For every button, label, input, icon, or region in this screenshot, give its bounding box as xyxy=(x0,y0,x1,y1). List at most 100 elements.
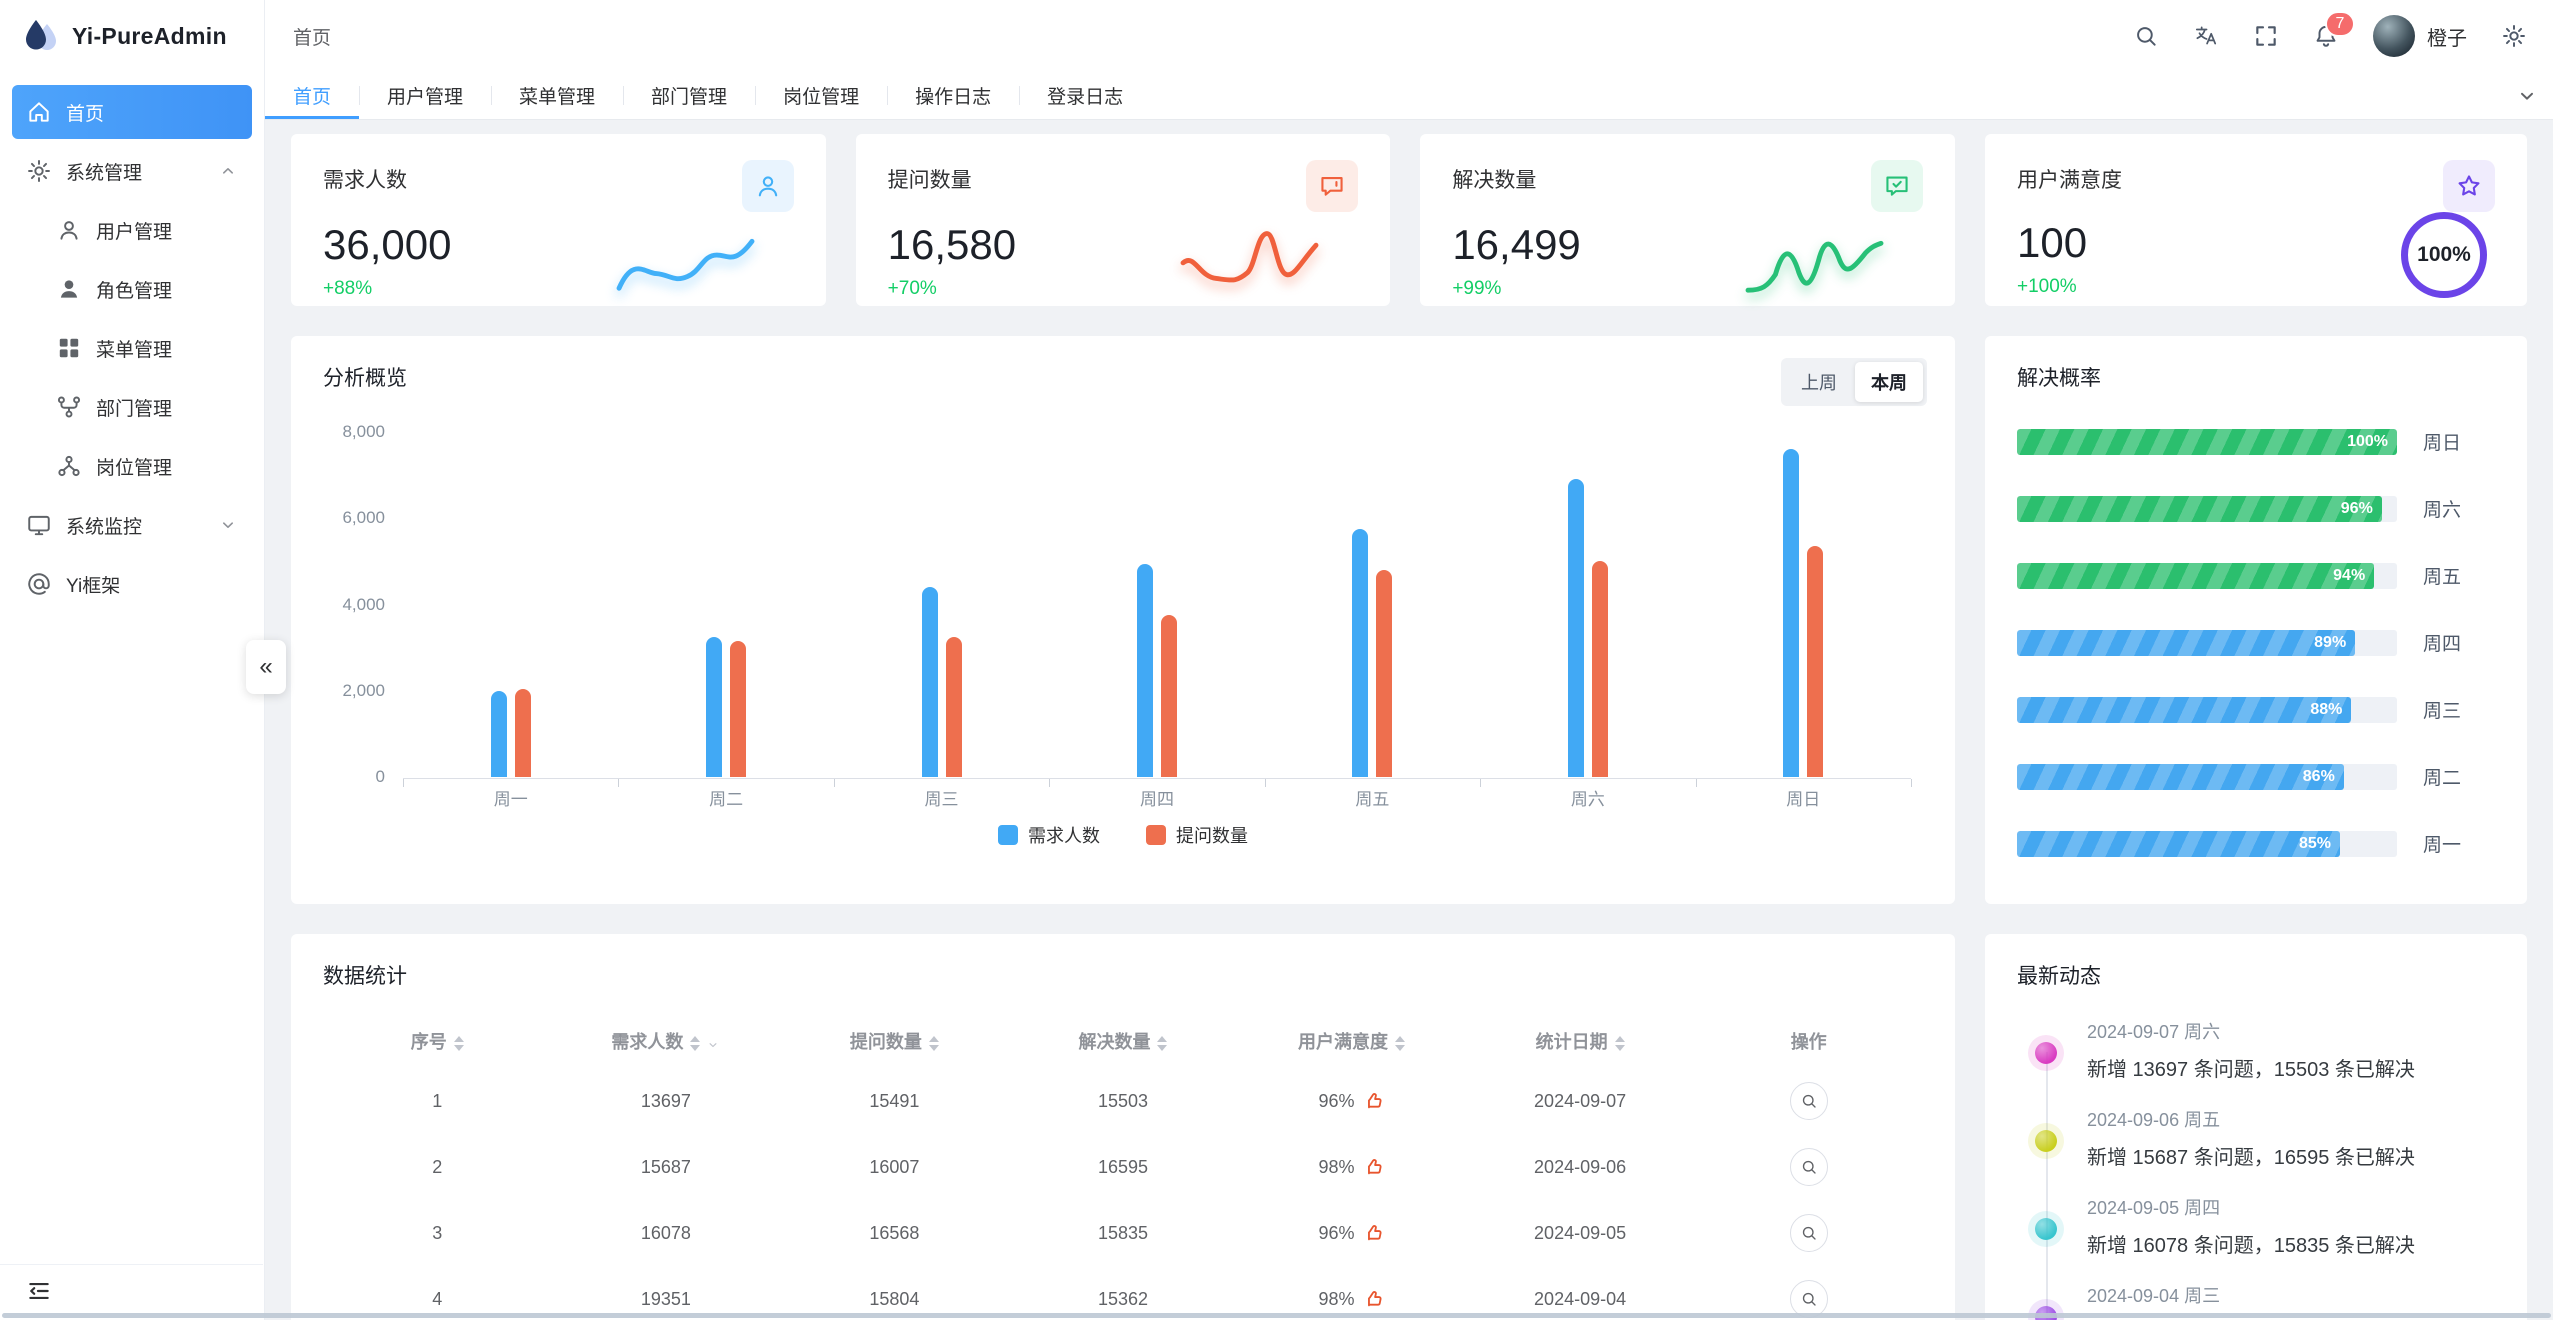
analysis-card: 分析概览 上周 本周 8,000 6,000 4,000 2,000 0 周一 周二 周三 周四周… xyxy=(291,336,1955,904)
cell: 4 xyxy=(432,1288,443,1309)
toggle-本周[interactable]: 本周 xyxy=(1855,362,1923,402)
solve-title: 解决概率 xyxy=(2017,367,2101,390)
progress-value: 85% xyxy=(2298,834,2331,852)
view-row-button[interactable] xyxy=(1789,1214,1828,1252)
bar-group-周六: 周六 xyxy=(1480,432,1695,809)
stat-card-解决数量: 解决数量 16,499 +99% xyxy=(1420,134,1955,306)
progress-fill: 85% xyxy=(2017,830,2340,857)
column-header-需求人数[interactable]: 需求人数 xyxy=(552,1012,781,1068)
cell: 2024-09-07 xyxy=(1534,1090,1627,1111)
sort-carets-icon[interactable] xyxy=(1395,1035,1406,1051)
sidebar: Yi-PureAdmin 首页 系统管理 用户管理 角色管理 菜单管理 部门管理 岗位管理系… xyxy=(0,0,286,1320)
fold-menu-icon[interactable] xyxy=(26,1278,52,1304)
legend-提问数量[interactable]: 提问数量 xyxy=(1146,822,1248,848)
sidebar-item-部门管理[interactable]: 部门管理 xyxy=(12,380,252,434)
sort-carets-icon[interactable] xyxy=(928,1035,939,1051)
sidebar-item-首页[interactable]: 首页 xyxy=(12,85,252,139)
dashboard-grid: 需求人数 36,000 +88% 提问数量 16,580 +70% 解决数量 16,499 +9… xyxy=(291,134,2527,1320)
tab-部门管理[interactable]: 部门管理 xyxy=(623,72,755,119)
cell: 16568 xyxy=(869,1222,920,1243)
view-row-button[interactable] xyxy=(1789,1082,1828,1120)
bar-提问数量 xyxy=(945,636,962,777)
sidebar-item-岗位管理[interactable]: 岗位管理 xyxy=(12,439,252,493)
tab-label: 用户管理 xyxy=(387,87,464,108)
column-header-解决数量[interactable]: 解决数量 xyxy=(1009,1012,1238,1068)
at-icon xyxy=(26,571,52,597)
bell-icon[interactable]: 7 xyxy=(2313,11,2355,49)
sort-carets-icon[interactable] xyxy=(690,1035,701,1051)
column-header-序号[interactable]: 序号 xyxy=(323,1012,552,1068)
sidebar-item-系统监控[interactable]: 系统监控 xyxy=(12,498,252,552)
bar-需求人数 xyxy=(921,587,938,777)
tab-首页[interactable]: 首页 xyxy=(265,72,360,119)
toggle-上周[interactable]: 上周 xyxy=(1801,373,1837,393)
progress-label: 周日 xyxy=(2423,433,2462,454)
satisfaction-value: 98% xyxy=(1318,1156,1355,1177)
progress-row-周二: 86% 周二 xyxy=(2017,763,2495,790)
news-title: 最新动态 xyxy=(2017,965,2101,988)
cell: 2 xyxy=(432,1156,443,1177)
tabs-dropdown-chevron-icon[interactable] xyxy=(2515,84,2539,108)
sort-carets-icon[interactable] xyxy=(1614,1035,1625,1051)
table-card: 数据统计 序号 需求人数 提问数量 解决数量 用户满意度 统计日期 操作 1 13697 154… xyxy=(291,934,1955,1320)
sidebar-item-用户管理[interactable]: 用户管理 xyxy=(12,203,252,257)
timeline-dot xyxy=(2035,1218,2057,1240)
thumb-icon xyxy=(1363,1090,1385,1112)
filter-chevron-icon[interactable] xyxy=(706,1036,720,1050)
sidebar-item-系统管理[interactable]: 系统管理 xyxy=(12,144,252,198)
progress-fill: 88% xyxy=(2017,696,2352,723)
progress-track: 85% xyxy=(2017,830,2397,857)
sidebar-item-label: 首页 xyxy=(66,103,105,125)
bar-group-周三: 周三 xyxy=(834,432,1049,809)
progress-row-周三: 88% 周三 xyxy=(2017,696,2495,723)
search-icon[interactable] xyxy=(2133,23,2159,49)
tab-用户管理[interactable]: 用户管理 xyxy=(359,72,491,119)
tab-登录日志[interactable]: 登录日志 xyxy=(1019,72,1151,119)
sidebar-item-Yi框架[interactable]: Yi框架 xyxy=(12,557,252,611)
fullscreen-icon[interactable] xyxy=(2253,23,2279,49)
stat-value: 100 xyxy=(2017,218,2088,266)
user-menu[interactable]: 橙子 xyxy=(2373,15,2467,57)
sidebar-collapse-handle[interactable]: « xyxy=(246,640,286,694)
sidebar-item-角色管理[interactable]: 角色管理 xyxy=(12,262,252,316)
view-row-button[interactable] xyxy=(1789,1280,1828,1318)
progress-label: 周五 xyxy=(2423,567,2462,588)
dept-icon xyxy=(56,394,82,420)
sidebar-item-菜单管理[interactable]: 菜单管理 xyxy=(12,321,252,375)
column-header-统计日期[interactable]: 统计日期 xyxy=(1466,1012,1695,1068)
table-title: 数据统计 xyxy=(323,965,407,988)
news-date: 2024-09-06 周五 xyxy=(2087,1110,2221,1130)
settings-gear-icon[interactable] xyxy=(2501,23,2527,49)
avatar[interactable] xyxy=(2373,15,2415,57)
tab-菜单管理[interactable]: 菜单管理 xyxy=(491,72,623,119)
column-header-提问数量[interactable]: 提问数量 xyxy=(780,1012,1009,1068)
bar-需求人数 xyxy=(1783,449,1800,777)
horizontal-scrollbar[interactable] xyxy=(2,1313,2551,1318)
view-row-button[interactable] xyxy=(1789,1148,1828,1186)
translate-icon[interactable] xyxy=(2193,23,2219,49)
sidebar-item-label: 部门管理 xyxy=(96,398,173,420)
legend-需求人数[interactable]: 需求人数 xyxy=(998,822,1100,848)
sort-carets-icon[interactable] xyxy=(453,1035,464,1051)
cell: 1 xyxy=(432,1090,443,1111)
tab-label: 岗位管理 xyxy=(783,87,860,108)
solve-card: 解决概率 100% 周日 96% 周六 94% 周五 89% 周四 88% 周三 86% 周二 85% 周… xyxy=(1985,336,2527,904)
userfill-icon xyxy=(56,276,82,302)
bar-需求人数 xyxy=(706,636,723,777)
bar-group-周二: 周二 xyxy=(618,432,833,809)
column-header-用户满意度[interactable]: 用户满意度 xyxy=(1237,1012,1466,1068)
table-row: 2 15687 16007 16595 98% 2024-09-06 xyxy=(323,1134,1923,1200)
tab-操作日志[interactable]: 操作日志 xyxy=(887,72,1019,119)
stat-label: 需求人数 xyxy=(323,169,407,192)
x-axis-line xyxy=(403,778,1912,787)
sort-carets-icon[interactable] xyxy=(1157,1035,1168,1051)
thumb-icon xyxy=(1363,1156,1385,1178)
stat-delta: +100% xyxy=(2017,276,2077,297)
progress-value: 86% xyxy=(2302,767,2335,785)
sidebar-item-label: 系统管理 xyxy=(66,162,143,184)
tab-岗位管理[interactable]: 岗位管理 xyxy=(755,72,887,119)
progress-track: 96% xyxy=(2017,495,2397,522)
progress-row-周四: 89% 周四 xyxy=(2017,629,2495,656)
progress-label: 周六 xyxy=(2423,500,2462,521)
timeline-dot xyxy=(2035,1042,2057,1064)
